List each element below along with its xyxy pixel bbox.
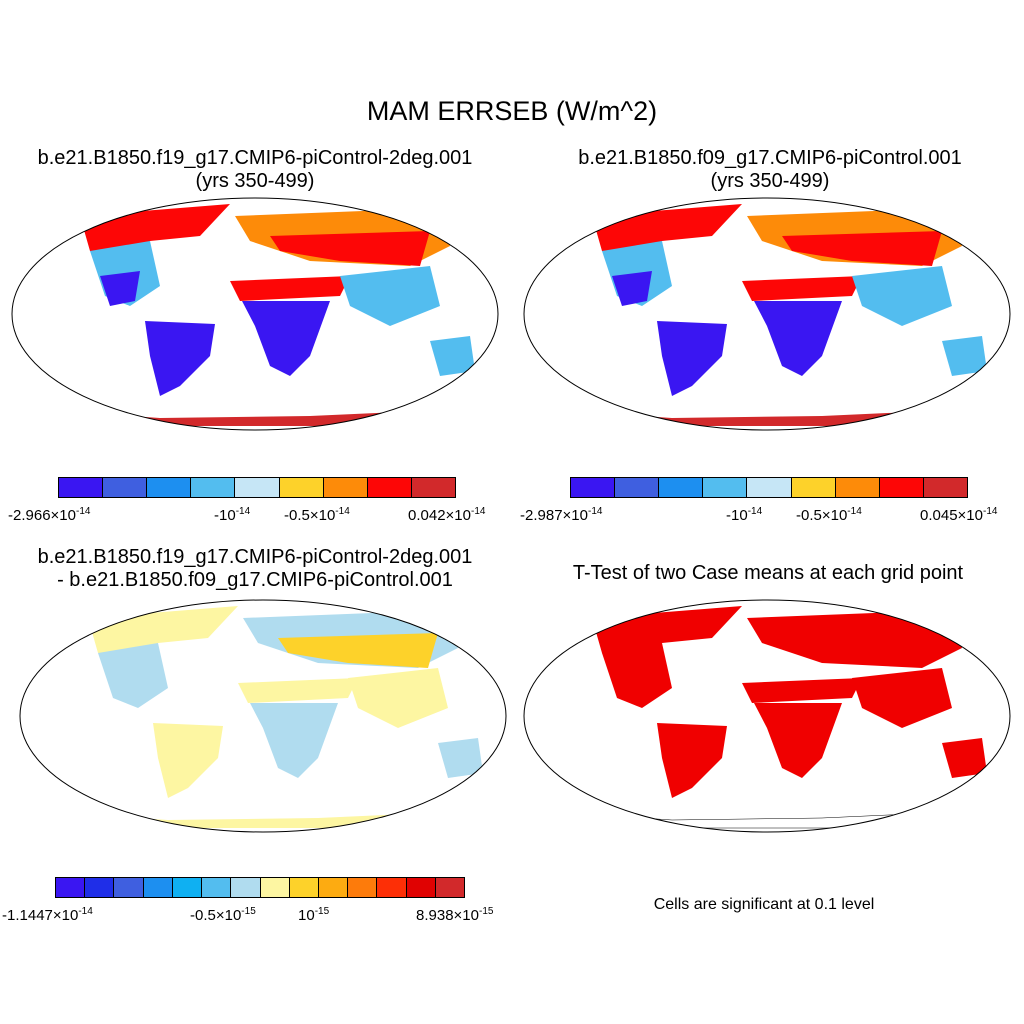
panel-3-map [19,599,507,833]
panel-3-tick-left: -1.1447×10-14 [2,906,93,924]
panel-1-tick-right: 0.042×10-14 [408,506,486,524]
cbar3-swatch [85,878,115,897]
figure-title: MAM ERRSEB (W/m^2) [366,96,658,126]
cbar3-swatch [260,878,290,897]
panel-2-colorbar [570,477,968,498]
cbar1-swatch [235,478,280,497]
cbar2-swatch [791,478,836,497]
panel-3-title-line2: - b.e21.B1850.f09_g17.CMIP6-piControl.00… [57,569,453,591]
panel-2-land [592,204,987,426]
panel-1-title-line1: b.e21.B1850.f19_g17.CMIP6-piControl-2deg… [37,147,473,169]
panel-3-title: b.e21.B1850.f19_g17.CMIP6-piControl-2deg… [8,546,502,592]
panel-3-land [88,606,483,828]
panel-3-tick-right: 8.938×10-15 [416,906,494,924]
cbar3-swatch [348,878,378,897]
cbar3-swatch [114,878,144,897]
panel-2-tick-right: 0.045×10-14 [920,506,998,524]
panel-2-title-line2: (yrs 350-499) [710,170,830,192]
panel-3-colorbar [55,877,465,898]
panel-1-tick-mid2: -0.5×10-14 [284,506,350,524]
cbar3-swatch [231,878,261,897]
panel-2-tick-left: -2.987×10-14 [520,506,603,524]
cbar2-swatch [659,478,704,497]
cbar1-swatch [103,478,148,497]
panel-4-map [523,599,1011,833]
cbar2-swatch [923,478,967,497]
panel-1-title-line2: (yrs 350-499) [195,170,315,192]
cbar3-swatch [377,878,407,897]
panel-2-tick-mid1: -10-14 [726,506,763,524]
cbar1-swatch [411,478,455,497]
panel-4-land [592,606,987,829]
panel-1-colorbar [58,477,456,498]
cbar2-swatch [879,478,924,497]
panel-4-note: Cells are significant at 0.1 level [653,896,875,913]
cbar2-swatch [747,478,792,497]
panel-1-map [11,197,499,431]
panel-3-tick-mid2: 10-15 [298,906,330,924]
cbar1-swatch [59,478,104,497]
cbar3-swatch [56,878,86,897]
panel-4-title: T-Test of two Case means at each grid po… [572,562,964,584]
cbar2-swatch [835,478,880,497]
cbar2-swatch [571,478,616,497]
panel-2-title: b.e21.B1850.f09_g17.CMIP6-piControl.001 … [522,147,1018,193]
cbar2-swatch [703,478,748,497]
panel-1-tick-left: -2.966×10-14 [8,506,91,524]
cbar1-swatch [147,478,192,497]
panel-3-title-line1: b.e21.B1850.f19_g17.CMIP6-piControl-2deg… [37,546,473,568]
cbar3-swatch [172,878,203,897]
cbar3-swatch [435,878,465,897]
cbar3-swatch [289,878,319,897]
cbar1-swatch [191,478,236,497]
panel-3-tick-mid1: -0.5×10-15 [190,906,256,924]
cbar3-swatch [143,878,173,897]
panel-1-title: b.e21.B1850.f19_g17.CMIP6-piControl-2deg… [8,147,502,193]
cbar1-swatch [279,478,324,497]
panel-2-tick-mid2: -0.5×10-14 [796,506,862,524]
panel-1-tick-mid1: -10-14 [214,506,251,524]
panel-1-land [80,204,475,426]
cbar2-swatch [615,478,660,497]
cbar1-swatch [323,478,368,497]
cbar3-swatch [202,878,232,897]
cbar3-swatch [318,878,349,897]
cbar1-swatch [367,478,412,497]
cbar3-swatch [406,878,436,897]
panel-2-title-line1: b.e21.B1850.f09_g17.CMIP6-piControl.001 [578,147,962,169]
panel-2-map [523,197,1011,431]
